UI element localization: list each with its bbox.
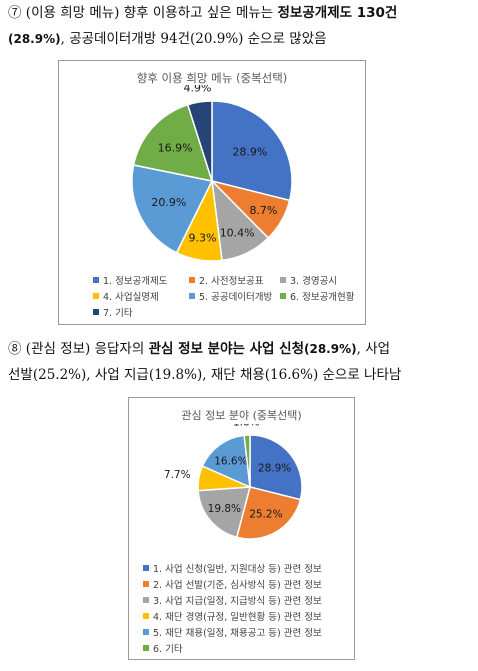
legend-item: 5. 재단 채용(일정, 채용공고 등) 관련 정보 (143, 625, 322, 639)
pie-slice (249, 434, 303, 501)
section8-text-2: , 사업 (356, 341, 391, 357)
chart-legend: 1. 정보공개제도 2. 사전정보공표 3. 경영공시 4. 사업실명제 5. 공공데이… (59, 269, 365, 325)
legend-label: 3. 경영공시 (290, 276, 338, 287)
legend-item: 6. 기타 (143, 641, 183, 655)
legend-swatch (143, 629, 149, 635)
pie-slice (186, 100, 213, 182)
legend-swatch (143, 565, 149, 571)
section7-bold-1: 정보공개제도 130건 (277, 5, 398, 21)
data-label: 28.9% (258, 462, 291, 474)
pie-slice (243, 434, 251, 488)
legend-label: 1. 사업 신청(일반, 지원대상 등) 관련 정보 (153, 564, 322, 575)
legend-swatch (143, 645, 149, 651)
legend-item: 1. 사업 신청(일반, 지원대상 등) 관련 정보 (143, 561, 322, 575)
pie-slice (132, 103, 214, 182)
chart-interest-area: 관심 정보 분야 (중복선택) 28.9% 25.2% 19.8% 7.7% 16.6%… (128, 397, 355, 660)
legend-item: 5. 공공데이터개방 (189, 289, 272, 303)
legend-label: 3. 사업 지급(일정, 지급방식 등) 관련 정보 (153, 596, 322, 607)
section8-paragraph: ⑧ (관심 정보) 응답자의 관심 정보 분야는 사업 신청(28.9%), 사… (8, 336, 472, 388)
pie-slice (235, 486, 302, 540)
legend-label: 1. 정보공개제도 (103, 276, 168, 287)
section7-paragraph: ⑦ (이용 희망 메뉴) 향후 이용하고 싶은 메뉴는 정보공개제도 130건 … (8, 0, 472, 52)
legend-swatch (189, 293, 195, 299)
legend-swatch (143, 613, 149, 619)
legend-item: 6. 정보공개현황 (280, 289, 355, 303)
data-label: 7.7% (164, 469, 191, 481)
data-label: 20.9% (151, 196, 186, 209)
legend-label: 4. 사업실명제 (103, 292, 159, 303)
legend-item: 4. 사업실명제 (93, 289, 159, 303)
section8-text-1: (관심 정보) 응답자의 (25, 341, 149, 357)
legend-swatch (93, 309, 99, 315)
pie-chart: 28.9% 25.2% 19.8% 7.7% 16.6% 1.8% (164, 424, 303, 540)
legend-swatch (143, 597, 149, 603)
chart-title: 관심 정보 분야 (중복선택) (181, 409, 302, 422)
chart-title: 향후 이용 희망 메뉴 (중복선택) (136, 71, 288, 85)
data-label: 16.9% (158, 142, 193, 155)
section8-bold-2: (28.9%) (304, 342, 357, 356)
data-label: 4.9% (184, 85, 212, 95)
data-label: 10.4% (220, 227, 255, 240)
data-label: 8.7% (249, 204, 277, 217)
pie-slice (131, 164, 214, 254)
legend-item: 3. 사업 지급(일정, 지급방식 등) 관련 정보 (143, 593, 322, 607)
legend-swatch (280, 293, 286, 299)
data-label: 28.9% (232, 145, 267, 158)
legend-swatch (189, 277, 195, 283)
legend-item: 1. 정보공개제도 (93, 273, 168, 287)
legend-item: 2. 사전정보공표 (189, 273, 264, 287)
section7-text-1: (이용 희망 메뉴) 향후 이용하고 싶은 메뉴는 (25, 5, 278, 21)
legend-label: 7. 기타 (103, 308, 133, 319)
chart-legend: 1. 사업 신청(일반, 지원대상 등) 관련 정보 2. 사업 선발(기준, 심… (129, 561, 354, 659)
data-label: 1.8% (233, 424, 260, 428)
pie-slice (211, 100, 293, 202)
data-label-background (183, 85, 212, 95)
legend-label: 2. 사업 선발(기준, 심사방식 등) 관련 정보 (153, 580, 322, 591)
legend-swatch (143, 581, 149, 587)
pie-chart: 28.9% 8.7% 10.4% 9.3% 20.9% 16.9% 4.9% (131, 85, 293, 262)
section7-text-2: , 공공데이터개방 94건(20.9%) 순으로 많았음 (60, 31, 327, 47)
section7-bold-2: (28.9%) (8, 32, 61, 46)
section8-text-3: 선발(25.2%), 사업 지급(19.8%), 재단 채용(16.6%) 순으… (8, 367, 402, 383)
legend-label: 4. 재단 경영(규정, 일반현황 등) 관련 정보 (153, 612, 322, 623)
section8-bold-1: 관심 정보 분야는 사업 신청 (148, 341, 304, 357)
legend-label: 6. 기타 (153, 644, 183, 655)
section8-marker: ⑧ (8, 341, 22, 357)
data-label: 9.3% (188, 232, 216, 245)
legend-item: 7. 기타 (93, 305, 133, 319)
legend-swatch (93, 293, 99, 299)
legend-label: 5. 재단 채용(일정, 채용공고 등) 관련 정보 (153, 628, 322, 639)
data-label: 16.6% (214, 456, 247, 468)
pie-slice (197, 486, 251, 539)
legend-swatch (93, 277, 99, 283)
data-label: 19.8% (208, 503, 241, 515)
legend-item: 2. 사업 선발(기준, 심사방식 등) 관련 정보 (143, 577, 322, 591)
legend-label: 2. 사전정보공표 (199, 276, 264, 287)
legend-label: 5. 공공데이터개방 (199, 292, 273, 303)
data-label-background (232, 424, 260, 429)
data-label: 25.2% (249, 509, 282, 521)
section7-marker: ⑦ (8, 5, 22, 21)
legend-item: 4. 재단 경영(규정, 일반현황 등) 관련 정보 (143, 609, 322, 623)
legend-label: 6. 정보공개현황 (290, 292, 355, 303)
legend-item: 3. 경영공시 (280, 273, 337, 287)
chart-menu-preference: 향후 이용 희망 메뉴 (중복선택) 28.9% 8.7% 10.4% 9.3% 20.… (58, 60, 366, 325)
legend-swatch (280, 277, 286, 283)
pie-slice (201, 434, 251, 489)
